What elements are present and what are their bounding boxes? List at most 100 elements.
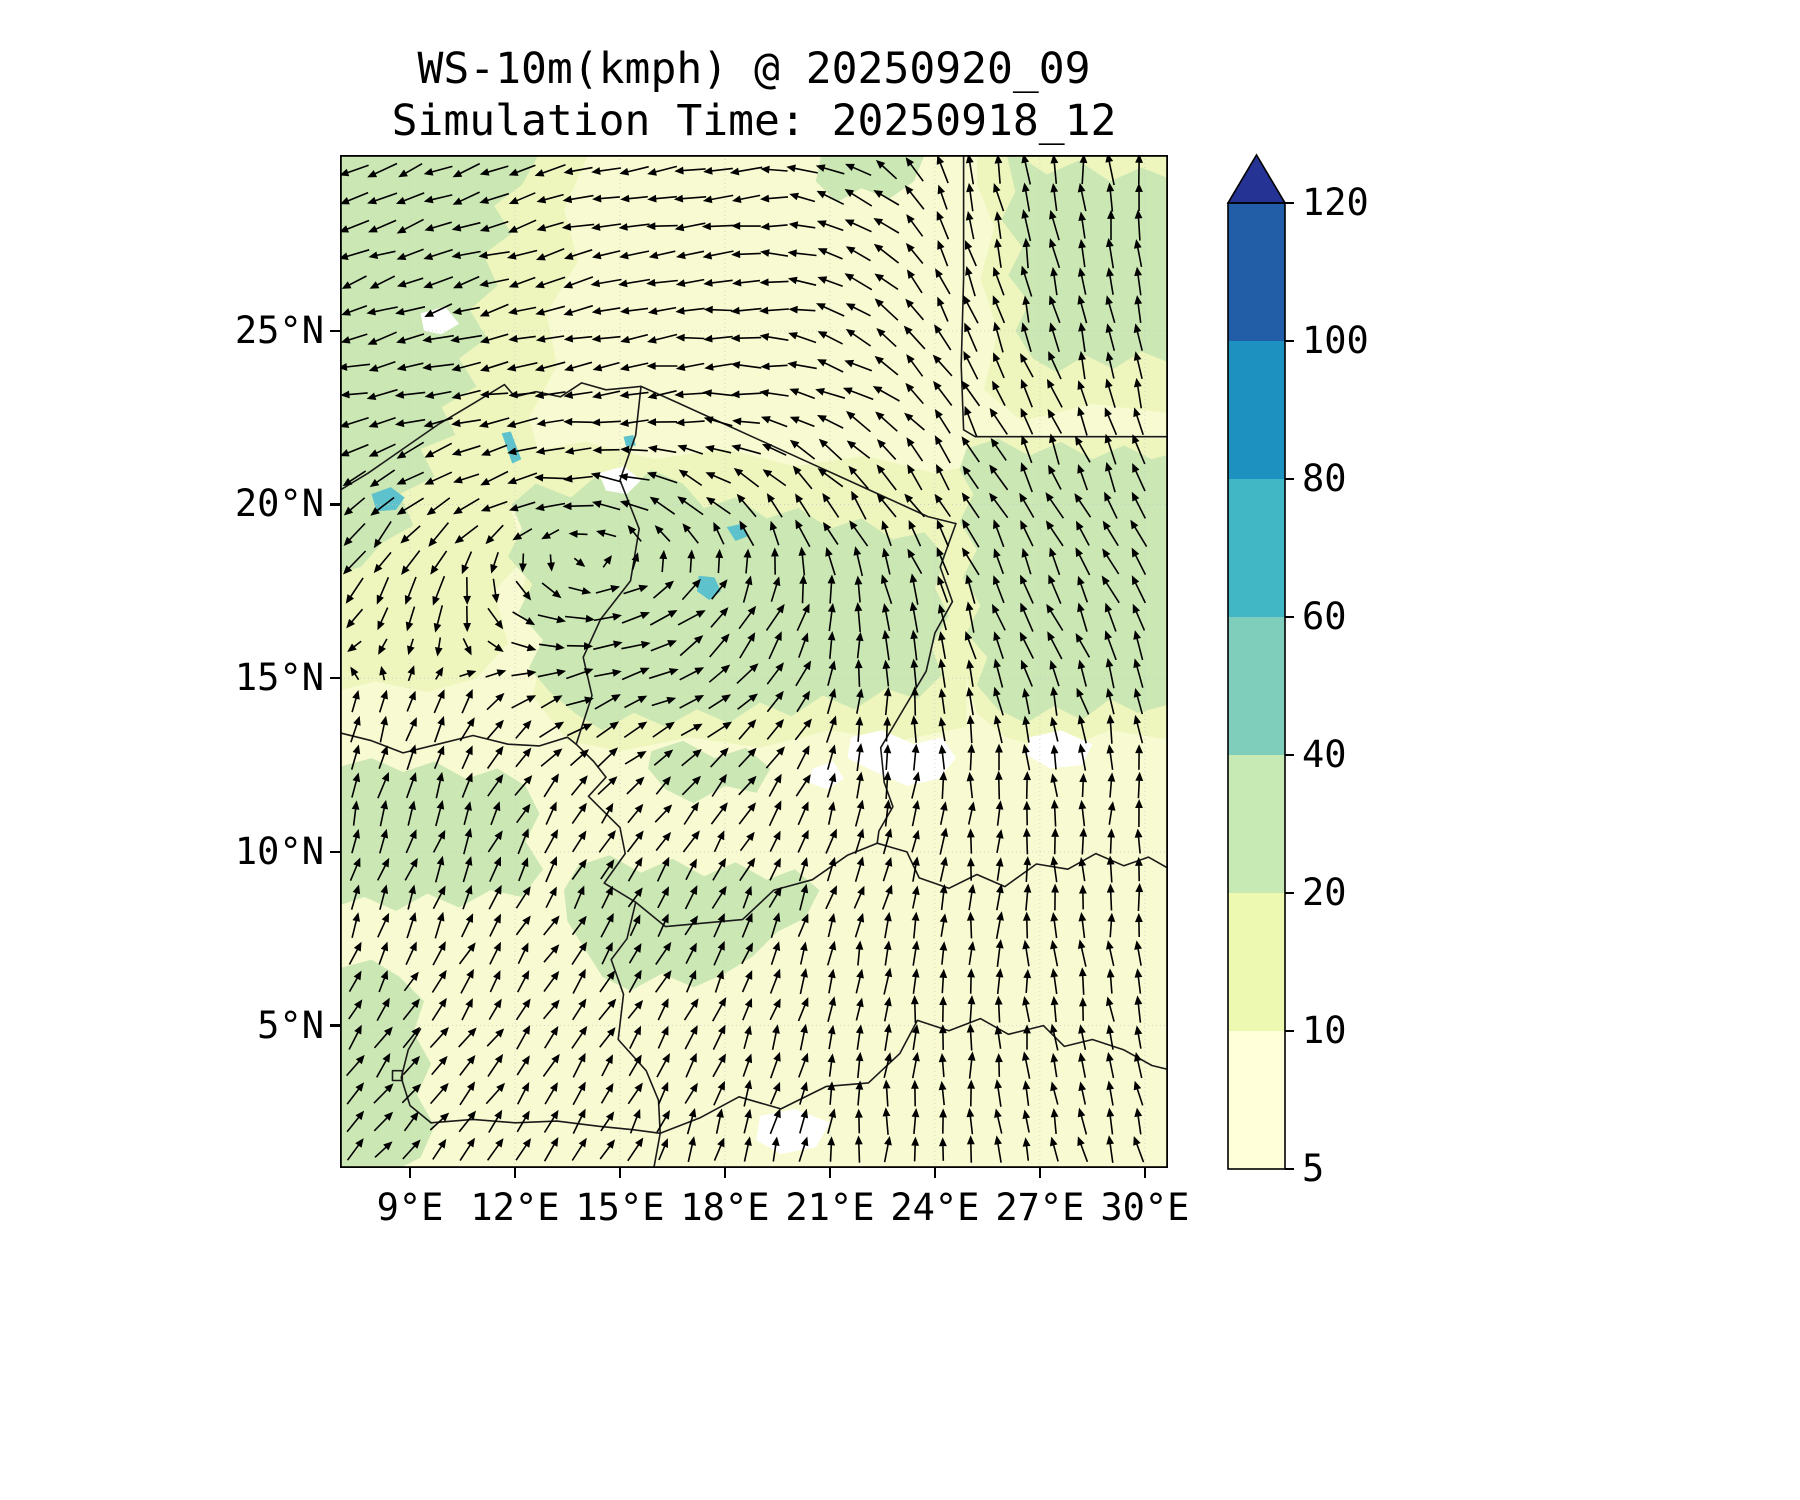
wind-arrow	[535, 335, 565, 343]
wind-arrow	[932, 354, 953, 377]
wind-arrow	[486, 1138, 504, 1161]
wind-arrow	[591, 334, 621, 343]
wind-arrow	[994, 238, 1002, 268]
wind-arrow	[883, 996, 892, 1022]
wind-arrow	[1076, 687, 1090, 715]
wind-arrow	[731, 250, 761, 259]
wind-arrow	[1107, 209, 1115, 241]
wind-arrow	[962, 519, 980, 548]
wind-arrow	[516, 1025, 531, 1050]
wind-arrow	[426, 497, 451, 516]
wind-arrow	[540, 748, 563, 767]
wind-arrow	[939, 884, 948, 911]
wind-arrow	[647, 333, 678, 344]
wind-arrow	[1107, 801, 1116, 825]
wind-arrow	[508, 164, 536, 176]
wind-arrow	[459, 1137, 475, 1162]
wind-arrow	[351, 828, 360, 854]
colorbar-segment	[1228, 479, 1285, 617]
wind-arrow	[995, 1053, 1003, 1077]
wind-arrow	[543, 773, 559, 798]
wind-arrow	[768, 800, 782, 827]
wind-arrow	[703, 305, 733, 314]
wind-arrow	[743, 1025, 752, 1050]
x-axis-tick-label: 21°E	[785, 1186, 875, 1229]
wind-arrow	[684, 1082, 698, 1104]
wind-arrow	[340, 443, 369, 457]
wind-arrow	[1022, 743, 1031, 771]
wind-arrow	[430, 550, 448, 575]
wind-arrow	[1022, 715, 1031, 743]
wind-arrow	[1047, 631, 1063, 660]
wind-arrow	[376, 857, 390, 881]
wind-arrow	[508, 334, 536, 343]
wind-arrow	[434, 855, 445, 883]
wind-arrow	[451, 221, 481, 232]
wind-arrow	[1132, 434, 1146, 465]
wind-arrow	[1133, 714, 1144, 744]
wind-arrow	[788, 332, 817, 344]
wind-arrow	[1051, 883, 1060, 911]
wind-arrow	[1105, 940, 1115, 967]
wind-arrow	[1106, 1135, 1115, 1163]
wind-arrow	[1020, 602, 1034, 632]
wind-arrow	[369, 275, 396, 289]
wind-arrow	[561, 223, 595, 231]
wind-arrow	[673, 194, 707, 203]
wind-arrow	[629, 1025, 642, 1049]
wind-arrow	[1105, 295, 1116, 324]
wind-arrow	[512, 611, 536, 626]
wind-arrow	[884, 911, 892, 939]
wind-arrow	[649, 496, 676, 515]
wind-arrow	[488, 884, 502, 910]
car-drc-border	[659, 1017, 1168, 1135]
wind-arrow	[965, 210, 975, 240]
wind-arrow	[1050, 773, 1059, 797]
wind-arrow	[874, 355, 899, 376]
wind-arrow	[966, 828, 975, 854]
wind-arrow	[939, 801, 948, 825]
wind-arrow	[1079, 155, 1088, 185]
wind-arrow	[407, 665, 415, 682]
wind-arrow	[402, 1055, 421, 1076]
wind-arrow	[629, 1108, 641, 1134]
wind-arrow	[646, 222, 678, 231]
wind-arrow	[515, 580, 532, 601]
wind-arrow	[1131, 491, 1147, 519]
wind-arrow	[544, 1082, 558, 1105]
wind-arrow	[1133, 351, 1143, 379]
wind-arrow	[1134, 912, 1143, 938]
wind-arrow	[366, 388, 398, 401]
wind-arrow	[547, 554, 555, 572]
wind-arrow	[1077, 659, 1087, 687]
wind-arrow	[657, 1025, 669, 1049]
wind-arrow	[743, 1108, 752, 1134]
wind-arrow	[396, 248, 424, 260]
wind-arrow	[370, 496, 395, 516]
wind-arrow	[1135, 882, 1144, 912]
wind-arrow	[874, 298, 899, 321]
wind-arrow	[855, 1108, 863, 1134]
wind-arrow	[424, 442, 453, 458]
wind-arrow	[855, 716, 864, 742]
wind-arrow	[685, 858, 697, 881]
wind-arrow	[876, 439, 897, 460]
wind-arrow	[883, 940, 892, 966]
wind-arrow	[599, 1027, 616, 1048]
wind-arrow	[647, 390, 677, 400]
wind-arrow	[598, 998, 617, 1021]
wind-arrow	[853, 885, 865, 909]
wind-arrow	[991, 603, 1006, 631]
wind-arrow	[993, 352, 1005, 379]
wind-arrow	[1104, 491, 1118, 519]
wind-arrow	[937, 575, 949, 603]
wind-arrow	[631, 552, 640, 571]
wind-arrow	[827, 603, 836, 632]
wind-arrow	[844, 219, 872, 233]
wind-arrow	[703, 334, 733, 343]
wind-arrow	[825, 828, 837, 854]
wind-arrow	[452, 162, 481, 178]
wind-arrow	[787, 360, 817, 370]
wind-arrow	[713, 521, 725, 545]
wind-arrow	[376, 1052, 391, 1078]
